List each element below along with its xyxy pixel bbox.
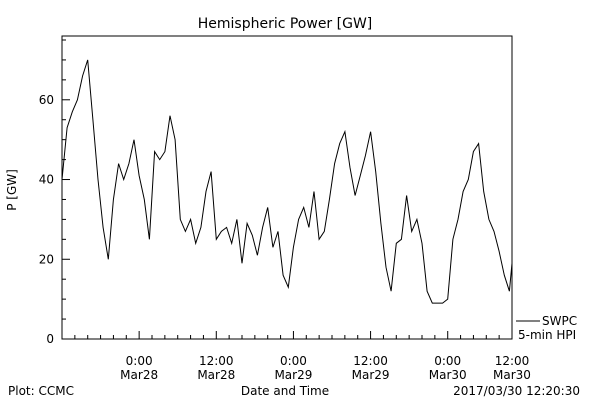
x-tick-date-label: Mar30 <box>493 368 531 382</box>
x-tick-time-label: 0:00 <box>126 354 153 368</box>
x-axis-ticks: 0:00Mar2812:00Mar280:00Mar2912:00Mar290:… <box>61 331 531 382</box>
x-tick-date-label: Mar29 <box>274 368 312 382</box>
y-axis-ticks: 0 20 40 60 <box>39 39 70 346</box>
y-tick-label: 0 <box>46 332 54 346</box>
y-tick-label: 40 <box>39 173 54 187</box>
x-tick-date-label: Mar28 <box>197 368 235 382</box>
x-tick-date-label: Mar28 <box>120 368 158 382</box>
x-tick-date-label: Mar30 <box>429 368 467 382</box>
x-axis-label: Date and Time <box>241 384 329 398</box>
plot-frame <box>61 35 513 340</box>
x-tick-time-label: 0:00 <box>434 354 461 368</box>
y-tick-label: 60 <box>39 93 54 107</box>
y-axis-label: P [GW] <box>5 169 19 211</box>
x-tick-time-label: 12:00 <box>199 354 234 368</box>
legend-label-swpc: SWPC <box>542 314 577 328</box>
chart-title: Hemispheric Power [GW] <box>198 16 373 32</box>
x-tick-date-label: Mar29 <box>352 368 390 382</box>
legend-label-hpi: 5-min HPI <box>518 328 576 342</box>
series-swpc-line <box>61 59 513 304</box>
x-tick-time-label: 12:00 <box>353 354 388 368</box>
footer-timestamp: 2017/03/30 12:20:30 <box>453 384 580 398</box>
x-tick-time-label: 12:00 <box>495 354 530 368</box>
footer-plot-source: Plot: CCMC <box>8 384 74 398</box>
x-tick-time-label: 0:00 <box>280 354 307 368</box>
y-tick-label: 20 <box>39 252 54 266</box>
